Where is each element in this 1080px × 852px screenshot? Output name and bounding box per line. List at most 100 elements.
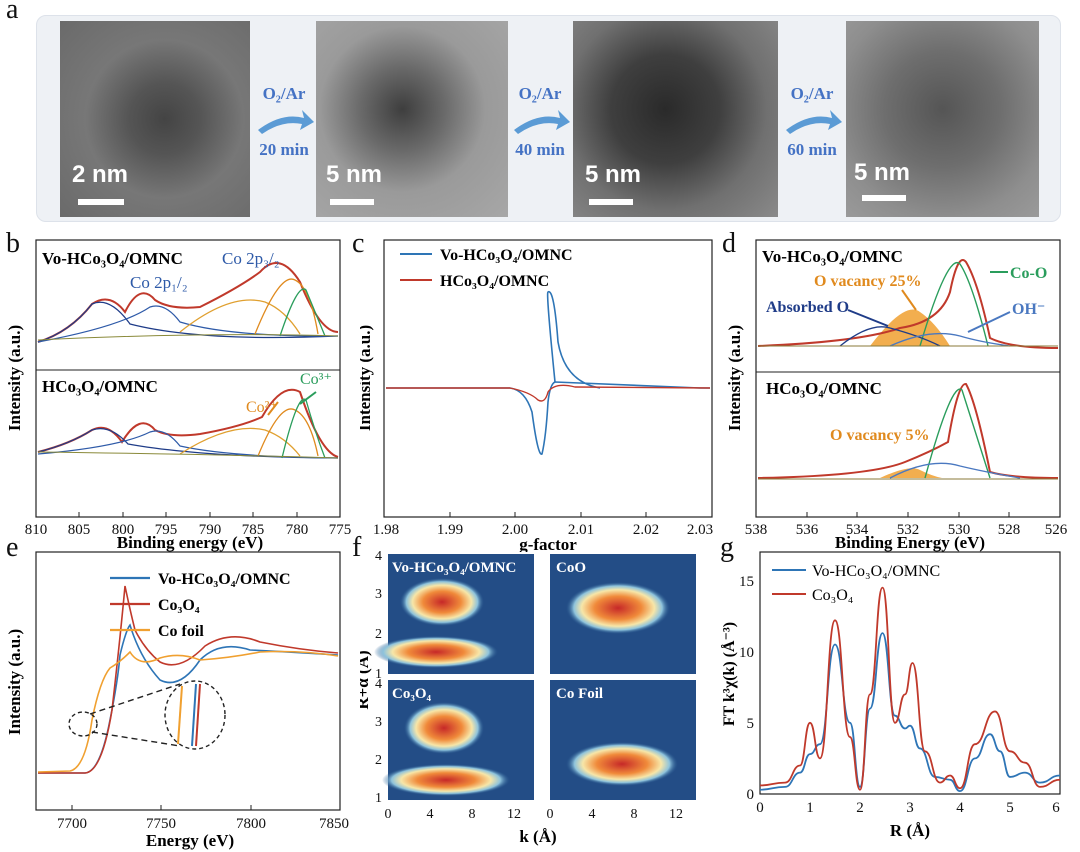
tick-label: 5 bbox=[747, 716, 755, 732]
y-axis-label: Intensity (a.u.) bbox=[725, 325, 744, 431]
scale-bar-label: 5 nm bbox=[854, 159, 911, 186]
step-2-gas: O₂/Ar bbox=[518, 84, 562, 103]
tick-label: 7750 bbox=[146, 816, 176, 832]
map-title: Co₃O₄ bbox=[392, 686, 431, 702]
step-2-time: 40 min bbox=[515, 140, 565, 159]
tick-label: 2 bbox=[856, 800, 864, 816]
tick-label: 2.01 bbox=[568, 522, 594, 538]
tem-image-3: 5 nm bbox=[573, 21, 778, 217]
scale-bar-label: 2 nm bbox=[72, 161, 129, 188]
tick-label: 775 bbox=[329, 522, 352, 538]
tick-label: 3 bbox=[906, 800, 914, 816]
tick-label: 3 bbox=[375, 587, 382, 602]
step-3-time: 60 min bbox=[787, 140, 837, 159]
tick-label: 1 bbox=[375, 791, 382, 806]
step-3-gas: O₂/Ar bbox=[790, 84, 834, 103]
tick-label: 4 bbox=[589, 807, 596, 822]
tick-label: 0 bbox=[747, 787, 755, 803]
tick-label: 8 bbox=[469, 807, 476, 822]
y-axis-label: Intensity (a.u.) bbox=[5, 325, 24, 431]
tick-label: 785 bbox=[242, 522, 265, 538]
arrow-right-icon bbox=[514, 110, 570, 134]
y-axis-label: Intensity (a.u.) bbox=[5, 629, 24, 735]
tem-image-4: 5 nm bbox=[846, 21, 1039, 217]
tick-label: 805 bbox=[68, 522, 91, 538]
annotation: Absorbed O bbox=[766, 299, 849, 316]
annotation: Co²⁺ bbox=[246, 399, 278, 416]
tick-label: 12 bbox=[669, 807, 683, 822]
panel-label-c: c bbox=[352, 228, 365, 259]
tick-label: 532 bbox=[897, 522, 920, 538]
legend-entry: Co₃O₄ bbox=[812, 587, 854, 604]
panel-label-d: d bbox=[722, 228, 736, 259]
series-line bbox=[759, 632, 1061, 793]
tick-label: 1.98 bbox=[373, 522, 399, 538]
legend-entry: Co foil bbox=[158, 623, 204, 640]
x-axis-label: Binding Energy (eV) bbox=[835, 533, 985, 552]
panel-label-f: f bbox=[352, 532, 362, 563]
tick-label: 800 bbox=[112, 522, 135, 538]
tick-label: 780 bbox=[286, 522, 309, 538]
step-1-time: 20 min bbox=[259, 140, 309, 159]
series-title-bottom: HCo₃O₄/OMNC bbox=[42, 377, 158, 396]
tem-image-1: 2 nm bbox=[60, 21, 250, 217]
tick-label: 7800 bbox=[236, 816, 266, 832]
tick-label: 1 bbox=[806, 800, 814, 816]
tick-label: 7850 bbox=[319, 816, 349, 832]
step-1-gas: O₂/Ar bbox=[262, 84, 306, 103]
y-axis-label: FT k³χ(k) (Å⁻³) bbox=[720, 622, 738, 726]
x-axis-label: g-factor bbox=[519, 535, 577, 552]
tick-label: 3 bbox=[375, 715, 382, 730]
arrow-right-icon bbox=[786, 110, 842, 134]
tick-label: 790 bbox=[199, 522, 222, 538]
arrow-right-icon bbox=[258, 110, 314, 134]
scale-bar bbox=[862, 195, 906, 201]
panel-label-a: a bbox=[6, 0, 19, 25]
tick-label: 2 bbox=[375, 753, 382, 768]
panel-e-chart: Vo-HCo₃O₄/OMNC Co₃O₄ Co foil 7700 7750 7… bbox=[5, 551, 349, 850]
tem-image-2: 5 nm bbox=[316, 21, 508, 217]
tick-label: 2.00 bbox=[502, 522, 528, 538]
tick-label: 2 bbox=[375, 627, 382, 642]
series-line bbox=[759, 586, 1061, 791]
panel-g-chart: Vo-HCo₃O₄/OMNC Co₃O₄ 0 1 2 3 4 5 6 0 5 1… bbox=[720, 551, 1061, 840]
tick-label: 15 bbox=[739, 574, 754, 590]
panel-label-g: g bbox=[720, 532, 734, 563]
panel-label-b: b bbox=[6, 228, 20, 259]
tick-label: 5 bbox=[1006, 800, 1014, 816]
scale-bar bbox=[589, 199, 633, 205]
x-axis-label: Binding energy (eV) bbox=[117, 533, 263, 552]
tick-label: 528 bbox=[998, 522, 1021, 538]
panel-c-chart: Vo-HCo₃O₄/OMNC HCo₃O₄/OMNC 1.98 1.99 2.0… bbox=[360, 239, 713, 552]
annotation: Co 2p₁/₂ bbox=[130, 273, 188, 292]
tick-label: 0 bbox=[385, 807, 392, 822]
tick-label: 795 bbox=[155, 522, 178, 538]
scale-bar bbox=[78, 199, 124, 205]
panel-b-chart: 810 805 800 795 790 785 780 775 Binding … bbox=[5, 239, 352, 552]
tick-label: 1.99 bbox=[437, 522, 463, 538]
annotation: Co³⁺ bbox=[300, 371, 332, 388]
scale-bar bbox=[330, 199, 374, 205]
legend-entry: Vo-HCo₃O₄/OMNC bbox=[812, 563, 940, 580]
legend-entry: Vo-HCo₃O₄/OMNC bbox=[440, 247, 573, 264]
tick-label: 1 bbox=[375, 667, 382, 682]
tick-label: 0 bbox=[756, 800, 764, 816]
annotation: OH⁻ bbox=[1012, 301, 1045, 318]
legend-entry: HCo₃O₄/OMNC bbox=[440, 273, 549, 290]
x-axis-label: R (Å) bbox=[890, 821, 930, 840]
tick-label: 4 bbox=[375, 549, 382, 564]
annotation: O vacancy 25% bbox=[814, 273, 922, 290]
series-title-bottom: HCo₃O₄/OMNC bbox=[766, 379, 882, 398]
tick-label: 526 bbox=[1045, 522, 1068, 538]
map-title: Vo-HCo₃O₄/OMNC bbox=[392, 560, 516, 576]
tick-label: 7700 bbox=[57, 816, 87, 832]
tick-label: 538 bbox=[745, 522, 768, 538]
tick-label: 4 bbox=[956, 800, 964, 816]
tick-label: 0 bbox=[547, 807, 554, 822]
y-axis-label: R+α (Å) bbox=[360, 650, 372, 709]
series-title-top: Vo-HCo₃O₄/OMNC bbox=[42, 249, 183, 268]
tick-label: 12 bbox=[507, 807, 521, 822]
legend-entry: Vo-HCo₃O₄/OMNC bbox=[158, 571, 291, 588]
panel-label-e: e bbox=[6, 532, 19, 563]
annotation: Co 2p₃/₂ bbox=[222, 249, 280, 268]
